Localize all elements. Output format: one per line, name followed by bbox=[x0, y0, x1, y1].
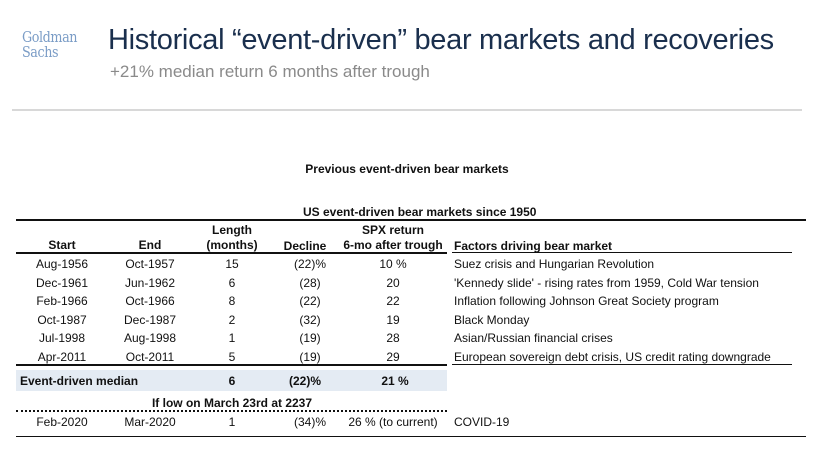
table-top-border bbox=[16, 219, 806, 221]
table-cell-factors: Asian/Russian financial crises bbox=[454, 331, 613, 345]
table-cell-start: Oct-1987 bbox=[37, 312, 87, 327]
page-subtitle: +21% median return 6 months after trough bbox=[110, 62, 430, 81]
goldman-sachs-logo: Goldman Sachs bbox=[22, 30, 77, 60]
median-label: Event-driven median bbox=[20, 374, 139, 388]
table-title: US event-driven bear markets since 1950 bbox=[303, 205, 537, 219]
table-cell-end: Dec-1987 bbox=[123, 312, 177, 327]
header-end: End bbox=[138, 238, 162, 252]
table-cell-length: 6 bbox=[228, 275, 236, 290]
table-cell-spx: 28 bbox=[386, 331, 400, 345]
header-border bbox=[16, 252, 447, 254]
table-cell-end: Oct-1957 bbox=[125, 257, 175, 271]
table-cell-factors: 'Kennedy slide' - rising rates from 1959… bbox=[454, 275, 759, 290]
table-cell-start: Feb-1966 bbox=[36, 294, 88, 308]
table-cell-length: 1 bbox=[228, 331, 236, 345]
rows-border-factors bbox=[452, 364, 792, 365]
current-decline: (34)% bbox=[293, 415, 327, 429]
table-cell-start: Jul-1998 bbox=[38, 331, 86, 345]
logo-line2: Sachs bbox=[22, 43, 59, 61]
section-title: Previous event-driven bear markets bbox=[305, 162, 509, 176]
divider bbox=[12, 109, 802, 111]
table-cell-end: Oct-1966 bbox=[125, 294, 175, 308]
current-spx: 26 % (to current) bbox=[348, 415, 438, 429]
table-cell-decline: (19) bbox=[299, 331, 321, 345]
page-title: Historical “event-driven” bear markets a… bbox=[108, 24, 774, 56]
table-cell-spx: 20 bbox=[386, 275, 400, 290]
header-spx-sub: 6-mo after trough bbox=[343, 238, 443, 252]
current-length: 1 bbox=[228, 415, 236, 429]
current-factors: COVID-19 bbox=[454, 415, 510, 429]
median-decline: (22)% bbox=[288, 374, 322, 388]
header-factors: Factors driving bear market bbox=[454, 239, 613, 253]
table-cell-decline: (32) bbox=[299, 312, 321, 327]
table-cell-decline: (28) bbox=[299, 275, 321, 290]
table-cell-decline: (22)% bbox=[293, 257, 327, 271]
table-cell-length: 8 bbox=[228, 294, 236, 308]
scenario-title: If low on March 23rd at 2237 bbox=[151, 396, 313, 410]
table-cell-end: Aug-1998 bbox=[123, 331, 177, 345]
table-cell-length: 15 bbox=[225, 257, 239, 271]
current-end: Mar-2020 bbox=[124, 415, 176, 429]
table-cell-length: 2 bbox=[228, 312, 236, 327]
median-row-bg bbox=[16, 370, 447, 391]
table-cell-spx: 19 bbox=[386, 312, 400, 327]
table-cell-factors: Inflation following Johnson Great Societ… bbox=[454, 294, 719, 308]
table-cell-factors: European sovereign debt crisis, US credi… bbox=[454, 349, 771, 364]
rows-border bbox=[16, 364, 447, 366]
dotted-divider bbox=[16, 410, 447, 412]
header-decline: Decline bbox=[283, 239, 327, 253]
table-cell-spx: 22 bbox=[386, 294, 400, 308]
table-bottom-border bbox=[16, 436, 806, 437]
table-cell-spx: 29 bbox=[386, 349, 400, 364]
header-spx: SPX return bbox=[361, 223, 425, 237]
table-cell-end: Oct-2011 bbox=[125, 349, 175, 364]
logo-line1: Goldman bbox=[22, 28, 78, 46]
current-start: Feb-2020 bbox=[36, 415, 88, 429]
header-length: Length bbox=[212, 223, 252, 237]
table-cell-start: Aug-1956 bbox=[35, 257, 89, 271]
table-cell-decline: (19) bbox=[299, 349, 321, 364]
table-cell-end: Jun-1962 bbox=[124, 275, 176, 290]
table-cell-decline: (22) bbox=[299, 294, 321, 308]
table-cell-start: Dec-1961 bbox=[35, 275, 89, 290]
header-start: Start bbox=[48, 238, 76, 252]
table-cell-factors: Black Monday bbox=[454, 312, 530, 327]
median-length: 6 bbox=[228, 374, 236, 388]
table-cell-factors: Suez crisis and Hungarian Revolution bbox=[454, 257, 655, 271]
table-cell-start: Apr-2011 bbox=[37, 349, 87, 364]
table-cell-length: 5 bbox=[228, 349, 236, 364]
median-spx: 21 % bbox=[381, 374, 409, 388]
header-border-factors bbox=[452, 252, 792, 253]
header-length-unit: (months) bbox=[206, 238, 258, 252]
table-cell-spx: 10 % bbox=[379, 257, 407, 271]
